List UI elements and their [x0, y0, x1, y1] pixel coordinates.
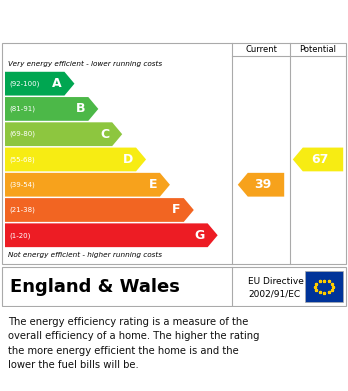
Text: C: C: [100, 128, 109, 141]
Text: Very energy efficient - lower running costs: Very energy efficient - lower running co…: [8, 61, 162, 67]
Text: 39: 39: [254, 178, 272, 191]
Text: Not energy efficient - higher running costs: Not energy efficient - higher running co…: [8, 252, 162, 258]
Bar: [305, 271, 343, 302]
Text: (39-54): (39-54): [9, 181, 35, 188]
Text: EU Directive: EU Directive: [248, 277, 304, 286]
Polygon shape: [5, 198, 194, 222]
Text: Current: Current: [245, 45, 277, 54]
Text: (92-100): (92-100): [9, 81, 39, 87]
Polygon shape: [293, 147, 343, 171]
Text: B: B: [76, 102, 85, 115]
Text: F: F: [172, 203, 181, 217]
Text: 2002/91/EC: 2002/91/EC: [248, 289, 300, 298]
Polygon shape: [5, 173, 170, 197]
Text: Energy Efficiency Rating: Energy Efficiency Rating: [10, 13, 221, 28]
Text: (21-38): (21-38): [9, 207, 35, 213]
Text: The energy efficiency rating is a measure of the
overall efficiency of a home. T: The energy efficiency rating is a measur…: [8, 317, 260, 370]
Text: D: D: [123, 153, 133, 166]
Polygon shape: [5, 122, 122, 146]
Text: (69-80): (69-80): [9, 131, 35, 138]
Polygon shape: [5, 72, 74, 95]
Text: A: A: [52, 77, 62, 90]
Text: (1-20): (1-20): [9, 232, 30, 239]
Polygon shape: [5, 147, 146, 171]
Text: (55-68): (55-68): [9, 156, 35, 163]
Text: England & Wales: England & Wales: [10, 278, 180, 296]
Text: G: G: [195, 229, 205, 242]
Polygon shape: [238, 173, 284, 197]
Text: Potential: Potential: [300, 45, 337, 54]
Text: (81-91): (81-91): [9, 106, 35, 112]
Text: 67: 67: [311, 153, 329, 166]
Polygon shape: [5, 97, 98, 121]
Polygon shape: [5, 223, 218, 247]
Text: E: E: [148, 178, 157, 191]
